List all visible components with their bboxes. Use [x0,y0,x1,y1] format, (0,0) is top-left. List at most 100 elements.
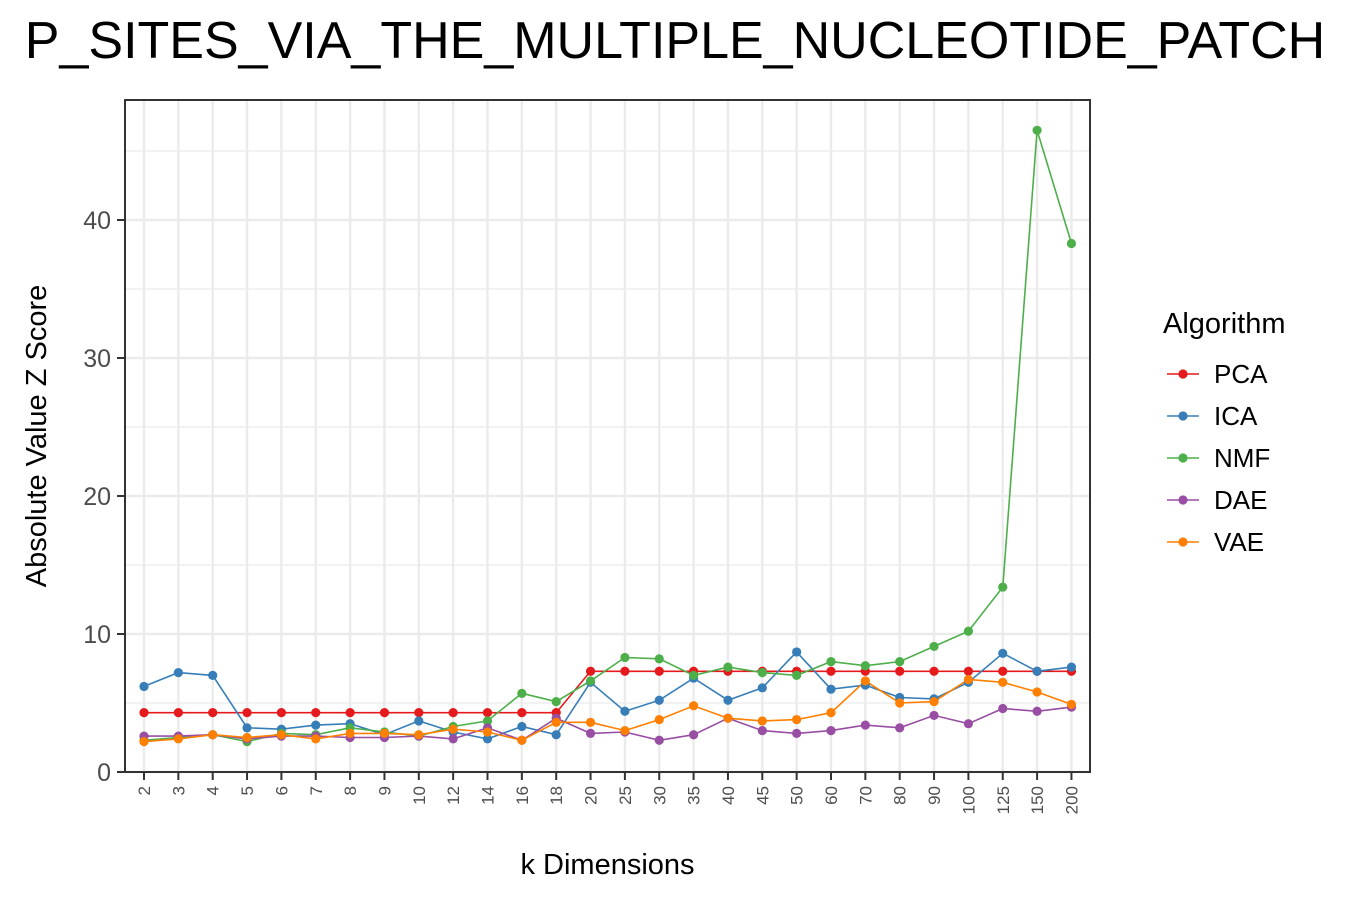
point-ica [1032,666,1042,676]
point-vae [482,727,493,737]
series-line-ica [143,650,1072,740]
x-tick-label: 7 [307,786,326,795]
point-ica [139,681,149,692]
point-vae [1066,699,1077,709]
legend-label-pca: PCA [1214,359,1268,389]
point-pca [139,708,149,718]
point-nmf [654,654,664,664]
x-tick-label: 12 [444,786,463,805]
point-nmf [1066,238,1077,249]
point-pca [895,666,905,676]
x-tick-label: 150 [1028,786,1047,814]
point-dae [895,723,905,733]
point-vae [654,714,664,725]
point-nmf [792,670,802,681]
x-tick-label: 10 [410,786,429,805]
point-pca [929,666,939,676]
legend-item-ica: ICA [1167,401,1258,431]
point-pca [998,666,1008,676]
x-tick-label: 4 [204,786,223,795]
point-nmf [963,626,974,636]
point-ica [1066,662,1077,672]
point-dae [757,726,767,736]
x-tick-label: 125 [994,786,1013,814]
legend-key-point-vae [1178,537,1188,547]
legend-items: PCA ICA NMF DAE VAE [1167,359,1270,557]
point-ica [998,648,1008,658]
point-pca [208,708,218,718]
legend-item-dae: DAE [1167,485,1267,515]
x-tick-label: 50 [788,786,807,805]
point-ica [208,670,218,681]
x-axis: 2 3 4 5 6 7 8 9 10 12 14 16 18 20 25 30 35 40 45 50 60 70 80 90… [135,772,1081,814]
point-pca [311,708,321,718]
point-dae [792,728,802,738]
y-tick-label: 30 [83,345,111,373]
x-tick-label: 90 [925,786,944,805]
series-lines [143,130,1073,743]
x-tick-label: 5 [238,786,257,795]
point-dae [585,728,596,738]
series-line-vae [143,678,1072,743]
point-dae [689,730,699,740]
point-ica [757,683,767,693]
point-pca [620,666,630,676]
x-tick-label: 40 [719,786,738,805]
point-nmf [860,661,870,671]
chart-title-container: P_SITES_VIA_THE_MULTIPLE_NUCLEOTIDE_PATC… [0,0,1350,100]
x-tick-label: 20 [582,786,601,805]
point-vae [792,714,802,725]
point-nmf [620,652,630,663]
plot-panel-border [124,99,1091,773]
point-vae [620,726,630,736]
legend-label-vae: VAE [1214,527,1264,557]
series-line-nmf [143,130,1073,743]
x-tick-label: 16 [513,786,532,805]
point-ica [792,647,802,657]
point-pca [379,708,390,718]
point-vae [139,737,149,747]
point-pca [173,708,183,718]
point-nmf [585,676,596,686]
point-ica [517,721,527,732]
legend-label-ica: ICA [1214,401,1258,431]
y-axis: 0 10 20 30 40 [83,207,125,787]
point-nmf [689,670,699,681]
point-pca [448,708,458,718]
point-nmf [551,697,561,707]
major-gridlines [125,100,1090,774]
point-vae [173,734,183,744]
point-vae [723,713,733,723]
point-vae [1032,687,1042,697]
x-tick-label: 70 [856,786,875,805]
point-vae [311,734,321,744]
point-vae [929,697,939,707]
x-tick-label: 200 [1062,786,1081,814]
series-line-pca [144,670,1072,714]
y-tick-label: 0 [97,759,111,787]
point-vae [585,717,596,727]
point-nmf [1032,125,1042,135]
point-pca [585,666,596,676]
point-nmf [757,668,767,678]
point-pca [482,708,493,718]
x-tick-label: 80 [891,786,910,805]
x-tick-label: 14 [479,786,498,805]
legend-title: Algorithm [1163,308,1286,340]
legend: Algorithm PCA ICA NMF DAE VAE [1163,308,1286,557]
point-ica [620,706,630,716]
legend-key-point-pca [1178,369,1188,379]
point-vae [517,735,527,745]
legend-key-point-nmf [1178,453,1188,463]
point-nmf [998,582,1008,592]
point-dae [654,735,664,745]
point-nmf [482,716,493,726]
point-dae [929,710,939,721]
point-vae [276,730,286,740]
y-tick-label: 10 [83,621,111,649]
point-dae [998,703,1008,714]
point-vae [757,716,767,726]
x-tick-label: 9 [375,786,394,795]
legend-key-point-ica [1178,411,1188,421]
